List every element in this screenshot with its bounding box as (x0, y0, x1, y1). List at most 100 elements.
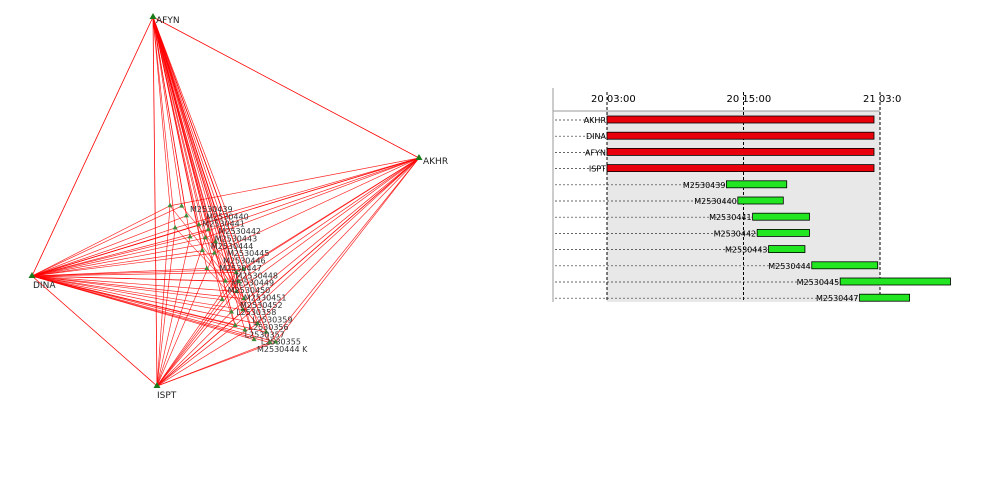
baseline-line (208, 229, 237, 292)
site-label: M2530452 (240, 301, 283, 310)
site-point[interactable] (228, 308, 234, 314)
site-point[interactable] (267, 339, 273, 345)
baseline-line (152, 16, 271, 343)
baseline-line (152, 16, 182, 207)
station-marker-dina[interactable] (28, 272, 36, 278)
baseline-line (156, 291, 237, 387)
time-axis-label: 20 03:00 (591, 94, 636, 105)
session-bar[interactable] (839, 277, 951, 286)
baseline-line (269, 157, 420, 343)
baseline-line (275, 157, 420, 343)
site-point[interactable] (187, 233, 193, 239)
station-marker-ispt[interactable] (153, 382, 161, 388)
baseline-line (152, 16, 246, 331)
site-point[interactable] (211, 250, 217, 255)
baseline-line (189, 157, 420, 238)
site-point[interactable] (199, 247, 205, 253)
baseline-line (31, 250, 203, 277)
site-point[interactable] (232, 322, 238, 327)
site-point[interactable] (222, 278, 228, 283)
row-label: M2530447 (816, 294, 859, 303)
session-bar[interactable] (811, 261, 879, 270)
site-point[interactable] (204, 265, 210, 270)
site-label: M2530442 (218, 227, 261, 236)
site-point[interactable] (273, 339, 279, 344)
site-point[interactable] (242, 327, 248, 332)
baseline-line (236, 157, 420, 292)
site-point[interactable] (213, 238, 219, 244)
baseline-line (152, 16, 223, 300)
baseline-line (169, 205, 245, 299)
site-point[interactable] (172, 224, 178, 230)
baseline-line (156, 325, 236, 387)
baseline-line (152, 16, 158, 387)
baseline-line (156, 227, 176, 387)
site-point[interactable] (251, 336, 257, 342)
site-point[interactable] (196, 221, 202, 227)
site-point[interactable] (241, 266, 247, 271)
baseline-line (152, 16, 191, 237)
baseline-line (243, 157, 420, 270)
baseline-line (31, 237, 206, 277)
station-marker-afyn[interactable] (149, 13, 157, 19)
row-label: AFYN (585, 148, 606, 157)
baseline-line (31, 275, 223, 301)
baseline-line (31, 275, 232, 313)
station-marker-akhr[interactable] (415, 154, 423, 160)
site-point[interactable] (236, 278, 242, 284)
row-label: M2530443 (725, 246, 768, 255)
site-label: M2530444 K (257, 345, 308, 354)
station-label-dina: DINA (33, 281, 56, 291)
session-bar[interactable] (756, 228, 810, 237)
baseline-line (152, 16, 208, 269)
site-point[interactable] (233, 288, 239, 293)
baseline-line (31, 275, 237, 292)
row-label: ISPT (589, 165, 606, 174)
baseline-line (156, 311, 232, 387)
station-bar[interactable] (606, 147, 875, 156)
baseline-line (202, 250, 271, 343)
session-bar[interactable] (737, 196, 784, 205)
site-point[interactable] (233, 269, 239, 275)
site-label: M2530447 (219, 264, 262, 273)
site-point[interactable] (179, 203, 185, 208)
site-point[interactable] (219, 296, 225, 302)
session-bar[interactable] (726, 180, 788, 189)
baseline-line (31, 241, 216, 277)
site-point[interactable] (205, 226, 211, 232)
baseline-line (156, 342, 271, 387)
site-point[interactable] (202, 234, 208, 240)
baseline-line (152, 16, 255, 340)
baseline-line (198, 224, 236, 326)
station-bar[interactable] (606, 131, 875, 140)
row-label: M2530442 (714, 229, 757, 238)
site-label: L2530358 (236, 308, 276, 317)
site-point[interactable] (167, 202, 173, 208)
baseline-network-view[interactable]: M2530439M2530440M2530441M2530442M2530443… (0, 0, 470, 476)
station-bar[interactable] (606, 164, 875, 173)
station-bar[interactable] (606, 115, 875, 124)
site-label: L2530355 (261, 338, 301, 347)
session-bar[interactable] (859, 293, 910, 302)
site-point[interactable] (241, 295, 247, 301)
baseline-line (31, 275, 158, 387)
baseline-line (214, 252, 244, 310)
session-bar[interactable] (768, 245, 806, 254)
session-bar[interactable] (752, 212, 810, 221)
site-point[interactable] (254, 320, 260, 326)
baseline-line (31, 229, 209, 277)
baseline-line (31, 275, 243, 311)
site-point[interactable] (183, 212, 189, 218)
baseline-line (156, 252, 215, 387)
baseline-line (31, 16, 154, 277)
baseline-line (31, 275, 244, 299)
row-label: AKHR (584, 116, 607, 125)
baseline-line (156, 269, 244, 387)
baseline-line (156, 236, 191, 387)
baseline-line (31, 275, 239, 282)
site-point[interactable] (240, 306, 246, 312)
baseline-line (31, 215, 187, 277)
site-label: M2530440 (206, 212, 249, 221)
site-point[interactable] (263, 329, 269, 334)
